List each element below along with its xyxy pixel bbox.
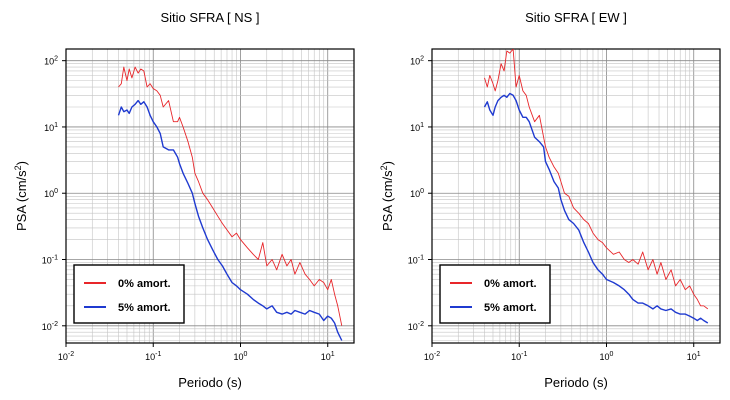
legend-label: 5% amort. [484, 302, 537, 314]
legend-label: 0% amort. [118, 278, 171, 290]
y-tick-label: 100 [410, 188, 424, 199]
x-axis-label: Periodo (s) [178, 375, 242, 390]
x-tick-label: 100 [600, 351, 614, 362]
series-line-blue [117, 99, 343, 341]
y-tick-label: 101 [410, 122, 424, 133]
y-axis-label: PSA (cm/s2) [13, 161, 29, 231]
y-tick-label: 100 [44, 188, 58, 199]
chart-title: Sitio SFRA [ NS ] [161, 10, 260, 25]
x-tick-label: 10-1 [145, 351, 161, 362]
legend: 0% amort. 5% amort. [73, 264, 185, 324]
y-axis-label: PSA (cm/s2) [379, 161, 395, 231]
y-tick-label: 102 [44, 56, 58, 67]
chart-title: Sitio SFRA [ EW ] [525, 10, 627, 25]
y-tick-label: 10-2 [42, 321, 58, 332]
x-tick-label: 101 [321, 351, 335, 362]
legend: 0% amort. 5% amort. [439, 264, 551, 324]
legend-label: 0% amort. [484, 278, 537, 290]
legend-box [439, 264, 551, 324]
grid [65, 49, 355, 343]
x-tick-label: 101 [687, 351, 701, 362]
legend-box [73, 264, 185, 324]
x-tick-label: 100 [234, 351, 248, 362]
y-tick-label: 101 [44, 122, 58, 133]
chart-panel-ew: Sitio SFRA [ EW ] 10-2 10-1 100 101 10-2 10-1 1… [379, 10, 721, 390]
series-line-blue [483, 92, 709, 324]
legend-label: 5% amort. [118, 302, 171, 314]
x-tick-label: 10-2 [424, 351, 440, 362]
y-tick-label: 102 [410, 56, 424, 67]
y-tick-label: 10-1 [42, 255, 58, 266]
x-tick-label: 10-2 [58, 351, 74, 362]
plot-frame [65, 48, 355, 344]
y-tick-label: 10-1 [408, 255, 424, 266]
plot-frame [431, 48, 721, 344]
x-tick-label: 10-1 [511, 351, 527, 362]
x-axis-label: Periodo (s) [544, 375, 608, 390]
y-tick-label: 10-2 [408, 321, 424, 332]
chart-panel-ns: Sitio SFRA [ NS ] 10-2 10-1 100 101 10-2 10-1 1… [13, 10, 355, 390]
series-line-red [484, 49, 709, 310]
series-line-red [118, 66, 343, 326]
